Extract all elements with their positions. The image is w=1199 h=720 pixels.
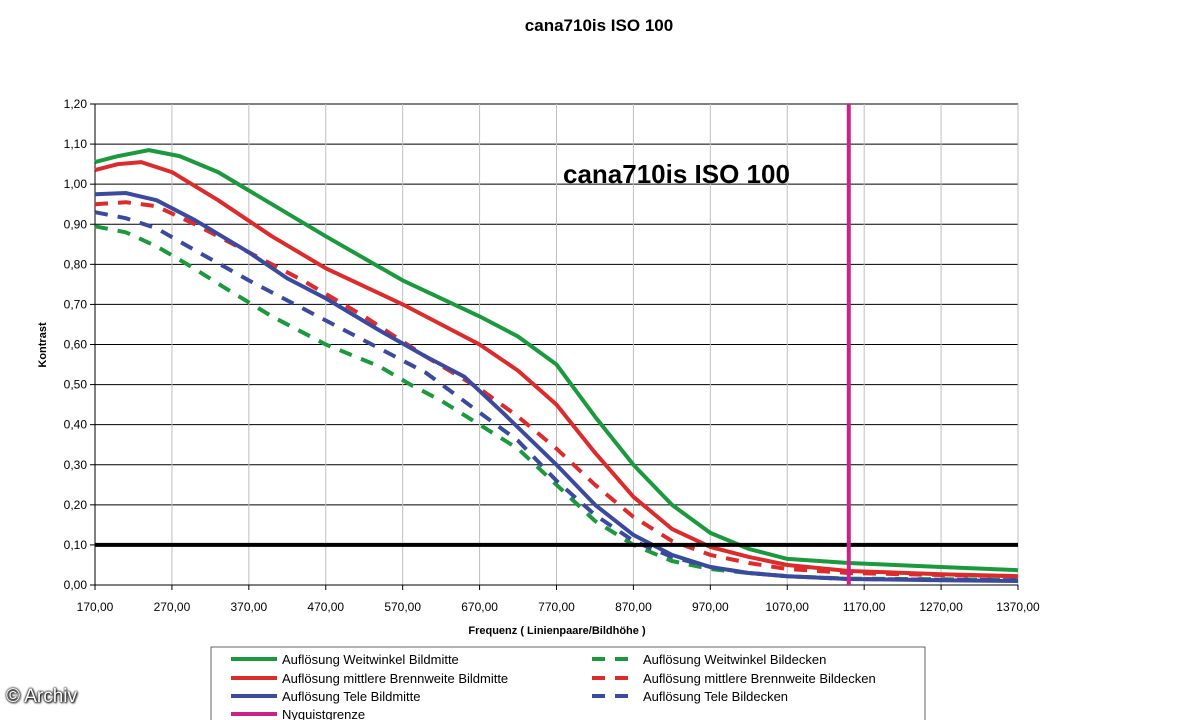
legend: Auflösung Weitwinkel Bildmitte Auflösung … [210, 646, 926, 720]
y-tick-label: 0,50 [64, 378, 88, 392]
y-tick-label: 0,80 [64, 257, 88, 271]
y-tick-label: 1,10 [64, 137, 88, 151]
series-line-5 [94, 200, 1019, 579]
reference-lines [95, 104, 1018, 585]
x-tick-label: 1270,00 [919, 600, 963, 614]
y-tick-label: 0,00 [64, 578, 88, 592]
x-tick-label: 770,00 [538, 600, 575, 614]
copyright-credit: © Archiv [6, 686, 78, 707]
y-tick-label: 0,70 [64, 297, 88, 311]
y-tick-label: 1,20 [64, 97, 88, 111]
series-layer [94, 148, 1019, 583]
x-tick-label: 170,00 [77, 600, 114, 614]
legend-entry-label: Auflösung Weitwinkel Bildecken [643, 652, 826, 667]
y-tick-label: 0,20 [64, 498, 88, 512]
legend-box [210, 646, 926, 720]
legend-entry-label: Nyquistgrenze [282, 707, 365, 720]
x-tick-label: 470,00 [307, 600, 344, 614]
x-tick-label: 670,00 [461, 600, 498, 614]
y-tick-label: 0,60 [64, 338, 88, 352]
x-tick-label: 870,00 [615, 600, 652, 614]
series-line-2 [94, 160, 1019, 579]
y-tick-label: 1,00 [64, 177, 88, 191]
x-tick-label: 1170,00 [843, 600, 886, 614]
y-axis-ticks: 0,00 0,10 0,20 0,30 0,40 0,50 0,60 0,70 0,80 0,90… [64, 97, 96, 592]
y-tick-label: 0,90 [64, 217, 88, 231]
x-tick-label: 570,00 [384, 600, 421, 614]
legend-entry-label: Auflösung Tele Bildmitte [282, 689, 421, 704]
x-tick-label: 1070,00 [766, 600, 810, 614]
chart-title: cana710is ISO 100 [525, 16, 673, 35]
x-tick-label: 1370,00 [996, 600, 1040, 614]
series-line-6 [94, 210, 1019, 583]
legend-entry-label: Auflösung Weitwinkel Bildmitte [282, 652, 459, 667]
y-tick-label: 0,40 [64, 418, 88, 432]
x-axis-label: Frequenz ( Linienpaare/Bildhöhe ) [468, 625, 646, 637]
series-line-3 [94, 191, 1019, 583]
x-tick-label: 970,00 [692, 600, 729, 614]
x-tick-label: 370,00 [230, 600, 267, 614]
legend-entry-label: Auflösung mittlere Brennweite Bildmitte [282, 671, 508, 686]
x-axis-ticks: 170,00 270,00 370,00 470,00 570,00 670,00 770,… [77, 584, 1040, 614]
series-line-1 [94, 148, 1019, 573]
legend-entry-label: Auflösung mittlere Brennweite Bildecken [643, 671, 876, 686]
y-axis-label: Kontrast [37, 322, 49, 368]
x-tick-label: 270,00 [154, 600, 191, 614]
legend-entry-label: Auflösung Tele Bildecken [643, 689, 788, 704]
y-tick-label: 0,30 [64, 458, 88, 472]
inner-chart-title: cana710is ISO 100 [563, 159, 790, 189]
y-tick-label: 0,10 [64, 538, 88, 552]
